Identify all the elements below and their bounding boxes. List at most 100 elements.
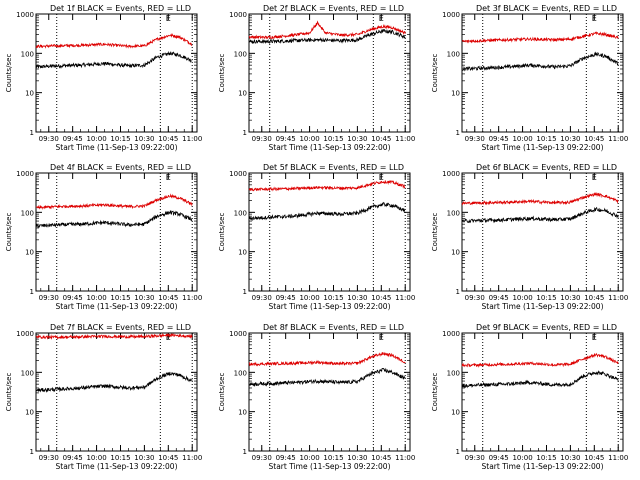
plot-frame	[248, 13, 411, 133]
x-tick-label: 09:45	[489, 135, 509, 143]
y-tick-label: 1000	[442, 170, 460, 178]
plot-frame	[461, 13, 624, 133]
x-tick-label: 11:00	[395, 135, 415, 143]
flag-label: E	[166, 333, 171, 342]
series-line-lld	[248, 351, 406, 367]
x-tick-label: 10:00	[512, 135, 532, 143]
plot-frame	[461, 332, 624, 452]
y-tick-label: 1000	[16, 11, 34, 19]
y-axis-label: Counts/sec	[431, 54, 439, 93]
x-tick-label: 11:00	[608, 454, 628, 462]
series-line-lld	[35, 33, 193, 49]
series-line-events	[461, 51, 619, 72]
x-tick-label: 10:15	[536, 454, 556, 462]
y-tick-label: 1	[243, 448, 247, 456]
x-tick-label: 09:30	[252, 454, 272, 462]
y-tick-label: 100	[21, 50, 34, 58]
x-tick-label: 10:45	[371, 135, 391, 143]
flag-label: E	[379, 333, 384, 342]
x-axis-label: Start Time (11-Sep-13 09:22:00)	[269, 143, 391, 152]
x-tick-label: 09:45	[63, 454, 83, 462]
x-tick-label: 10:30	[134, 454, 154, 462]
x-tick-label: 09:45	[489, 454, 509, 462]
y-tick-label: 1	[456, 129, 460, 137]
y-tick-label: 10	[451, 409, 460, 417]
y-tick-label: 10	[238, 90, 247, 98]
panel-title: Det 3f BLACK = Events, RED = LLD	[476, 4, 617, 13]
panel-title: Det 6f BLACK = Events, RED = LLD	[476, 163, 617, 172]
x-tick-label: 09:45	[276, 135, 296, 143]
panel-title: Det 5f BLACK = Events, RED = LLD	[263, 163, 404, 172]
x-tick-label: 10:15	[536, 294, 556, 302]
series-line-lld	[248, 20, 406, 40]
x-tick-label: 10:45	[584, 135, 604, 143]
y-tick-label: 1	[243, 288, 247, 296]
series-line-lld	[248, 179, 406, 192]
x-tick-label: 10:15	[323, 294, 343, 302]
series-line-events	[248, 28, 406, 45]
x-tick-label: 10:15	[323, 135, 343, 143]
x-tick-label: 09:30	[252, 294, 272, 302]
x-tick-label: 10:45	[158, 454, 178, 462]
panel-title: Det 9f BLACK = Events, RED = LLD	[476, 323, 617, 332]
x-tick-label: 10:30	[560, 135, 580, 143]
plot-frame	[248, 172, 411, 292]
series-line-events	[461, 206, 619, 224]
y-tick-label: 1	[30, 448, 34, 456]
x-tick-label: 10:30	[347, 135, 367, 143]
x-tick-label: 10:00	[299, 294, 319, 302]
x-tick-label: 10:30	[134, 294, 154, 302]
x-tick-label: 11:00	[182, 454, 202, 462]
flag-label: E	[166, 14, 171, 23]
y-axis-label: Counts/sec	[218, 373, 226, 412]
series-line-events	[248, 201, 406, 222]
y-tick-label: 100	[234, 209, 247, 217]
y-tick-label: 1000	[16, 330, 34, 338]
y-tick-label: 1	[243, 129, 247, 137]
x-tick-label: 10:00	[512, 294, 532, 302]
x-tick-label: 11:00	[608, 294, 628, 302]
panel-3: Det 3f BLACK = Events, RED = LLD 1 10 100 10…	[431, 4, 628, 152]
y-tick-label: 10	[238, 409, 247, 417]
y-tick-label: 10	[25, 90, 34, 98]
series-line-events	[35, 371, 193, 393]
y-tick-label: 1000	[442, 330, 460, 338]
x-tick-label: 10:15	[110, 294, 130, 302]
y-tick-label: 1	[30, 129, 34, 137]
y-tick-label: 10	[25, 409, 34, 417]
series-line-lld	[461, 31, 619, 44]
panel-8: Det 8f BLACK = Events, RED = LLD 1 10 100 10…	[218, 323, 415, 471]
y-tick-label: 10	[238, 249, 247, 257]
flag-label: E	[379, 173, 384, 182]
x-tick-label: 09:45	[489, 294, 509, 302]
plot-frame	[35, 172, 198, 292]
y-tick-label: 1000	[16, 170, 34, 178]
x-tick-label: 10:00	[299, 454, 319, 462]
x-tick-label: 09:30	[465, 294, 485, 302]
y-tick-label: 100	[21, 369, 34, 377]
y-tick-label: 100	[447, 369, 460, 377]
x-tick-label: 09:30	[465, 454, 485, 462]
y-tick-label: 10	[25, 249, 34, 257]
series-line-events	[248, 367, 406, 387]
x-tick-label: 09:30	[252, 135, 272, 143]
x-tick-label: 10:30	[560, 454, 580, 462]
series-line-lld	[35, 193, 193, 210]
plot-frame	[35, 13, 198, 133]
x-tick-label: 10:15	[536, 135, 556, 143]
flag-label: E	[166, 173, 171, 182]
x-tick-label: 10:00	[86, 454, 106, 462]
x-tick-label: 10:00	[86, 135, 106, 143]
x-tick-label: 09:45	[63, 294, 83, 302]
panel-title: Det 2f BLACK = Events, RED = LLD	[263, 4, 404, 13]
panel-9: Det 9f BLACK = Events, RED = LLD 1 10 100 10…	[431, 323, 628, 471]
panel-5: Det 5f BLACK = Events, RED = LLD 1 10 100 10…	[218, 163, 415, 311]
panel-1: Det 1f BLACK = Events, RED = LLD 1 10 100 10…	[5, 4, 202, 152]
x-axis-label: Start Time (11-Sep-13 09:22:00)	[482, 462, 604, 471]
x-tick-label: 10:30	[134, 135, 154, 143]
x-axis-label: Start Time (11-Sep-13 09:22:00)	[56, 143, 178, 152]
x-tick-label: 10:45	[371, 294, 391, 302]
x-axis-label: Start Time (11-Sep-13 09:22:00)	[269, 462, 391, 471]
flag-label: E	[592, 173, 597, 182]
plot-frame	[248, 332, 411, 452]
